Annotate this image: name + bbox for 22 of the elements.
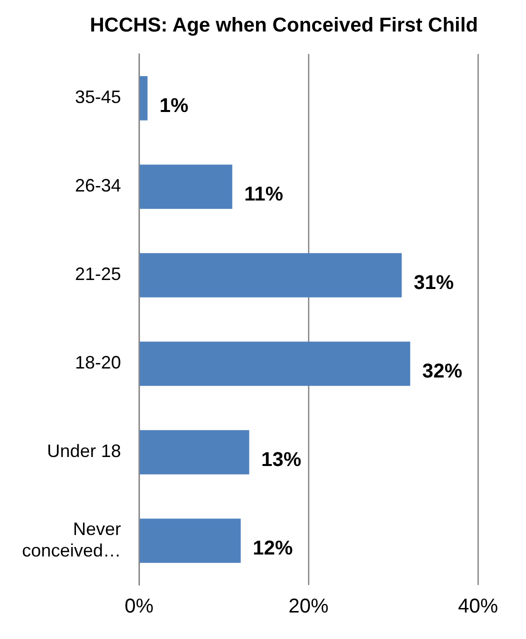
data-label: 12% [252,537,293,560]
y-tick-label: 26-34 [75,176,122,196]
bar [140,76,148,120]
data-label: 13% [261,448,302,471]
x-tick-label: 0% [124,596,154,618]
y-tick-label: Under 18 [46,441,122,462]
x-tick-label: 20% [288,596,329,618]
bar [140,253,402,298]
data-label: 31% [414,272,454,294]
data-label: 1% [160,94,189,117]
y-tick-label: Never conceived… [22,518,122,561]
bar [140,342,410,386]
chart-title: HCCHS: Age when Conceived First Child [90,14,478,37]
bar [140,518,241,563]
y-tick-label: 35-45 [75,87,122,108]
bar [140,430,250,474]
y-tick-label: 21-25 [75,264,122,284]
data-label: 32% [422,360,462,382]
bar [140,164,232,209]
x-tick-label: 40% [458,596,498,618]
data-label: 11% [244,183,284,206]
y-tick-label: 18-20 [75,352,122,373]
